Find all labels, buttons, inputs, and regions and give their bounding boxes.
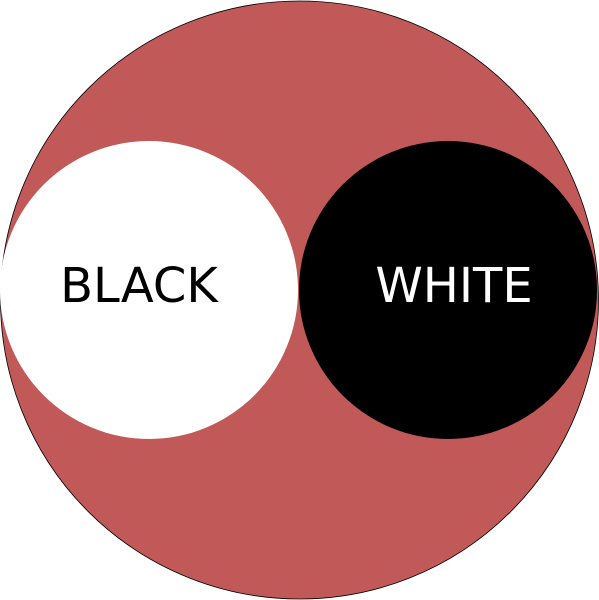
right-label: WHITE (375, 258, 532, 314)
left-label: BLACK (60, 258, 219, 314)
right-circle (299, 141, 597, 439)
left-circle (0, 141, 298, 439)
